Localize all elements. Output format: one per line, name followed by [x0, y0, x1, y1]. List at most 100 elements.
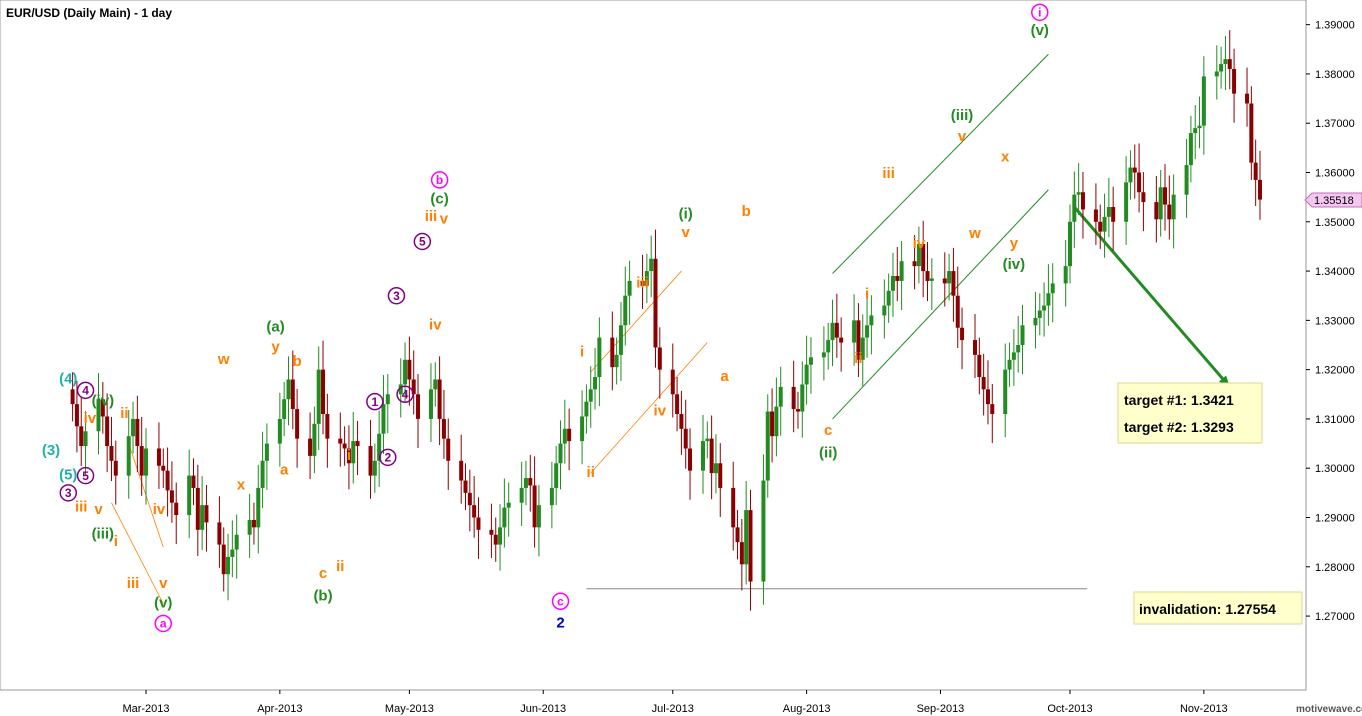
candle — [321, 340, 326, 435]
candle-body — [765, 411, 770, 481]
candle-body — [204, 505, 209, 523]
candle-body — [1232, 69, 1237, 94]
candle-body — [1020, 325, 1025, 345]
candle-body — [985, 389, 990, 405]
candle-body — [549, 487, 554, 506]
candle — [74, 380, 79, 453]
candle — [506, 482, 511, 537]
y-tick-label: 1.37000 — [1315, 118, 1355, 130]
candle-body — [217, 522, 222, 545]
wave-label: 4 — [396, 385, 414, 404]
candle-body — [597, 337, 602, 378]
wave-label-text: iv — [654, 403, 667, 420]
candle — [718, 443, 723, 518]
candle-body — [1111, 207, 1116, 222]
candle — [834, 293, 839, 358]
candle-body — [493, 534, 498, 545]
wave-label: v — [682, 224, 691, 241]
wave-label-text: iv — [913, 235, 926, 252]
candle — [618, 302, 623, 381]
candle — [260, 431, 265, 509]
wave-label: 4 — [76, 381, 95, 400]
candle — [1068, 204, 1072, 284]
wave-label-text: i — [114, 533, 118, 550]
candle-body — [467, 492, 472, 506]
candle-body — [821, 352, 826, 358]
candle-body — [1093, 209, 1098, 222]
wave-label: c — [319, 565, 327, 582]
candle-body — [1016, 345, 1021, 353]
wave-label: iii — [425, 208, 438, 225]
wave-label-text: v — [440, 210, 449, 227]
candle — [951, 247, 956, 322]
candle-body — [731, 487, 736, 528]
candle-body — [385, 394, 390, 405]
wave-label-text: c — [319, 565, 327, 582]
candle-body — [1042, 305, 1047, 311]
wave-label: ii — [854, 350, 862, 367]
wave-label: (a) — [266, 319, 284, 336]
candle-body — [506, 502, 511, 508]
candle — [852, 294, 857, 366]
candle-body — [1128, 167, 1133, 183]
candle-body — [709, 438, 714, 474]
candle-body — [670, 369, 675, 395]
candle-body — [308, 438, 313, 456]
candle — [1076, 163, 1081, 215]
candle — [549, 461, 554, 529]
candle — [1007, 342, 1012, 387]
candle — [1132, 144, 1137, 199]
candle-body — [446, 438, 451, 461]
x-tick-label: Aug-2013 — [783, 703, 831, 715]
candle-body — [748, 510, 753, 582]
candle-body — [990, 404, 995, 414]
wave-label-text: (5) — [59, 467, 77, 484]
y-tick-label: 1.36000 — [1315, 168, 1355, 180]
wave-label-text: (i) — [679, 205, 693, 222]
candle-body — [230, 549, 235, 557]
candle-body — [498, 527, 503, 545]
candle-body — [251, 519, 256, 528]
candle — [739, 518, 744, 591]
candle-body — [79, 426, 84, 447]
candle — [929, 258, 934, 311]
candle — [437, 356, 442, 446]
target-box: target #1: 1.3421 target #2: 1.3293 — [1117, 382, 1263, 444]
candle-body — [562, 428, 567, 444]
candle-body — [1037, 310, 1042, 318]
candle — [985, 360, 990, 425]
candle-body — [1063, 266, 1068, 284]
candle — [113, 440, 118, 505]
candle — [1128, 150, 1133, 200]
wave-label-text: a — [720, 368, 729, 385]
candle — [312, 406, 317, 474]
wave-label-circle — [76, 466, 95, 485]
x-tick-label: Oct-2013 — [1047, 703, 1092, 715]
candle — [700, 414, 705, 494]
candle-body — [921, 243, 926, 272]
candle — [990, 383, 995, 444]
candle — [290, 350, 295, 430]
candle-body — [260, 460, 265, 488]
invalidation-label: invalidation: 1.27554 — [1139, 601, 1276, 617]
candle-body — [618, 325, 623, 355]
wave-label-circle — [396, 385, 414, 404]
candle — [325, 393, 330, 468]
wave-label-text: (4) — [59, 370, 77, 387]
candle — [1003, 343, 1008, 438]
candle — [79, 397, 84, 467]
y-tick-label: 1.30000 — [1315, 463, 1355, 475]
wave-label: 5 — [413, 232, 432, 251]
wave-label: (iii) — [951, 107, 974, 124]
wave-label-text: i — [865, 286, 869, 303]
wave-label: w — [217, 351, 230, 368]
candle-body — [1033, 317, 1038, 326]
candle-body — [1227, 59, 1232, 69]
candle — [100, 381, 105, 434]
candle — [627, 260, 632, 325]
wave-label-text: iii — [75, 499, 88, 516]
candle — [679, 390, 684, 455]
candle — [744, 481, 749, 585]
wave-label: iii — [882, 165, 895, 182]
candle-body — [346, 448, 351, 464]
